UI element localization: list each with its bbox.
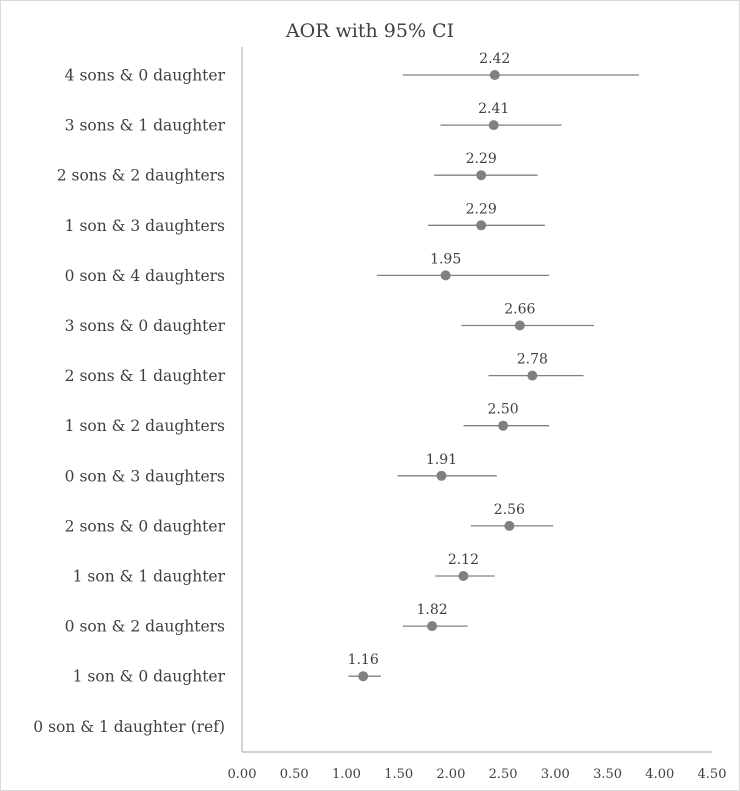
aor-marker — [427, 621, 438, 632]
category-label: 1 son & 3 daughters — [65, 217, 225, 235]
aor-marker — [498, 420, 509, 431]
data-label: 2.41 — [478, 101, 509, 117]
x-tick-label: 4.00 — [645, 767, 674, 782]
data-label: 2.12 — [448, 552, 479, 568]
chart-title: AOR with 95% CI — [285, 20, 454, 42]
category-label: 1 son & 2 daughters — [65, 417, 225, 435]
category-label: 3 sons & 1 daughter — [65, 117, 226, 135]
category-label: 4 sons & 0 daughter — [65, 67, 226, 85]
data-label: 1.91 — [426, 452, 457, 468]
aor-marker — [458, 571, 469, 581]
aor-marker — [358, 671, 369, 682]
category-label: 0 son & 3 daughters — [65, 467, 225, 485]
x-tick-label: 3.50 — [593, 767, 622, 782]
aor-marker — [476, 220, 487, 231]
category-label: 3 sons & 0 daughter — [65, 317, 226, 335]
aor-marker — [436, 470, 447, 481]
data-label: 2.29 — [466, 151, 497, 167]
aor-marker — [440, 270, 451, 281]
category-label: 0 son & 2 daughters — [65, 618, 225, 636]
data-labels: 2.42 2.41 2.29 2.29 1.95 2.66 2.78 2.50 1.91 2.56… — [348, 51, 548, 668]
aor-markers — [358, 70, 538, 682]
data-label: 2.42 — [479, 51, 510, 67]
data-label: 2.50 — [488, 402, 519, 418]
x-tick-label: 2.00 — [436, 767, 465, 782]
category-label: 2 sons & 1 daughter — [65, 367, 226, 385]
aor-marker — [504, 520, 515, 531]
x-tick-label: 1.50 — [384, 767, 413, 782]
category-label: 0 son & 1 daughter (ref) — [33, 718, 225, 736]
data-label: 2.78 — [517, 352, 548, 368]
aor-marker — [489, 70, 500, 80]
x-tick-label: 4.50 — [698, 767, 727, 782]
x-tick-label: 2.50 — [489, 767, 518, 782]
x-tick-labels: 0.00 0.50 1.00 1.50 2.00 2.50 3.00 3.50 4.00 4.50 — [228, 767, 727, 782]
data-label: 2.66 — [504, 302, 535, 318]
x-tick-label: 3.00 — [541, 767, 570, 782]
category-label: 2 sons & 0 daughter — [65, 517, 226, 535]
category-label: 1 son & 1 daughter — [73, 568, 226, 586]
category-labels: 4 sons & 0 daughter 3 sons & 1 daughter 2 … — [33, 67, 225, 736]
x-tick-label: 0.50 — [280, 767, 309, 782]
category-label: 0 son & 4 daughters — [65, 267, 225, 285]
axes — [241, 47, 712, 753]
x-tick-label: 0.00 — [228, 767, 257, 782]
data-label: 1.82 — [417, 602, 448, 618]
aor-marker — [514, 320, 525, 331]
data-label: 2.56 — [494, 502, 525, 518]
aor-marker — [527, 370, 538, 381]
data-label: 2.29 — [466, 201, 497, 217]
data-label: 1.16 — [348, 652, 379, 668]
category-label: 2 sons & 2 daughters — [57, 167, 225, 185]
x-tick-label: 1.00 — [332, 767, 361, 782]
aor-marker — [488, 120, 499, 131]
aor-marker — [476, 170, 487, 181]
data-label: 1.95 — [430, 251, 461, 267]
category-label: 1 son & 0 daughter — [73, 668, 226, 686]
